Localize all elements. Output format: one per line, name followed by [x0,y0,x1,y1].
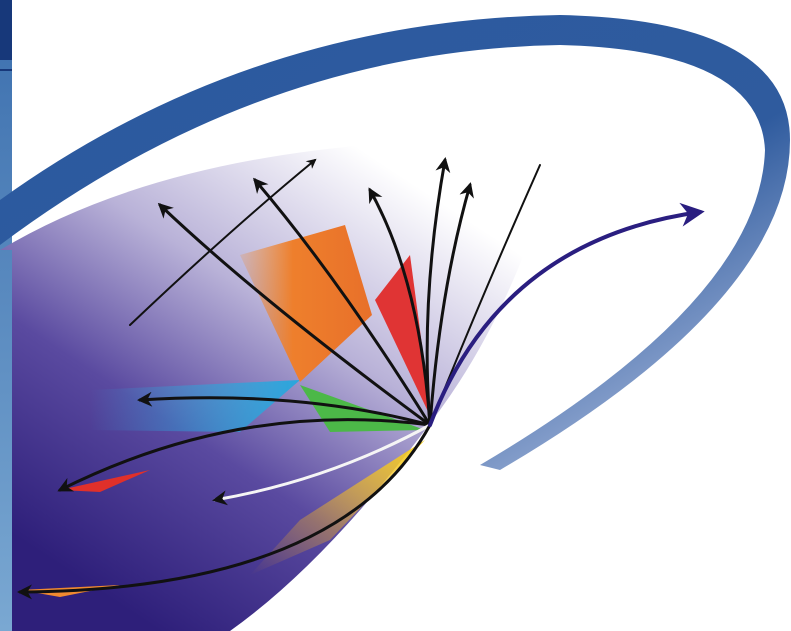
arrow [57,418,432,492]
arrow [129,158,317,326]
arrow [428,182,474,427]
arrow [212,423,432,506]
blue-arrow [428,202,705,427]
arrow [137,391,432,427]
red-wedge [375,255,432,420]
orange-wedge [240,225,372,382]
side-strip [0,0,12,631]
arrow [157,202,432,427]
side-block [0,0,12,60]
arrows [17,157,705,600]
red-tip [60,470,150,492]
arrow [17,423,432,600]
arrow [253,177,432,427]
yellow-wedge [250,440,425,575]
arrow [425,157,451,427]
blue-swoosh [0,15,790,470]
